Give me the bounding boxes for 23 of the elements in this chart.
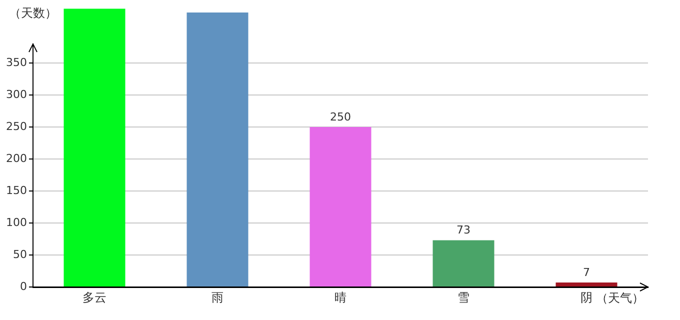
y-tick-label: 250: [6, 120, 27, 133]
y-axis-title: （天数）: [9, 6, 57, 20]
bar: [556, 282, 618, 286]
bar: [186, 12, 248, 286]
bar: [432, 240, 494, 286]
y-tick-label: 0: [20, 280, 27, 293]
data-label: 7: [583, 266, 590, 279]
x-tick-label: 阴: [580, 290, 592, 304]
y-tick-label: 200: [6, 152, 27, 165]
data-label: 250: [330, 110, 351, 124]
bar: [64, 8, 126, 286]
y-tick-label: 100: [6, 216, 27, 229]
x-tick-label: 雪: [458, 290, 470, 304]
x-tick-label: 雨: [212, 290, 224, 304]
y-tick-label: 50: [13, 248, 27, 261]
y-tick-label: 300: [6, 88, 27, 101]
y-tick-label: 350: [6, 56, 27, 69]
y-tick-label: 150: [6, 184, 27, 197]
x-tick-label: 多云: [82, 290, 106, 304]
x-tick-label: 晴: [334, 290, 346, 304]
bar: [310, 127, 372, 286]
x-axis-title: （天气）: [596, 291, 644, 306]
data-label: 73: [456, 224, 470, 237]
